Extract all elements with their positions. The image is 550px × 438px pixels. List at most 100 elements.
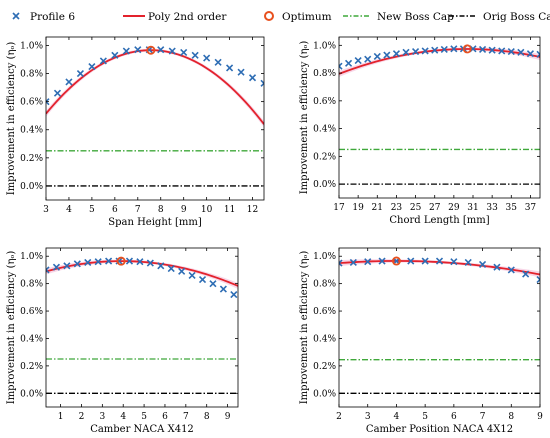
- x-tick-label: 37: [525, 203, 537, 213]
- profile-6-point: [412, 48, 420, 56]
- x-marker-stroke: [479, 45, 487, 54]
- x-tick-label: 3: [365, 412, 371, 422]
- profile-6-point: [209, 280, 217, 288]
- profile-6-point: [167, 264, 175, 273]
- x-marker-stroke: [440, 45, 448, 54]
- y-tick-label: 1.0%: [313, 41, 336, 51]
- x-tick-label: 5: [422, 412, 428, 422]
- x-marker-stroke: [536, 275, 540, 281]
- profile-6-point: [364, 55, 372, 63]
- y-tick-label: 1.0%: [20, 252, 43, 262]
- legend-x-marker: [12, 12, 20, 20]
- x-tick-label: 23: [391, 203, 403, 213]
- x-marker-stroke: [209, 280, 217, 288]
- x-marker-stroke: [53, 89, 62, 97]
- x-marker-stroke: [146, 259, 154, 267]
- x-marker-stroke: [464, 258, 472, 266]
- x-marker-stroke: [125, 257, 134, 265]
- x-marker-stroke: [493, 263, 501, 271]
- y-axis-label: Improvement in efficiency (ηₒ): [6, 251, 17, 405]
- x-marker-stroke: [111, 51, 119, 59]
- x-marker-stroke: [88, 62, 96, 71]
- profile-6-point: [230, 291, 238, 299]
- poly-fit-line: [339, 48, 540, 75]
- profile-6-point: [349, 258, 357, 266]
- x-axis-label: Span Height [mm]: [108, 217, 202, 228]
- chart-panel-4: 2 3 4 5 6 7 8 9 0.0% 0.2% 0.4% 0.6% 0.8% 1.0% Camber P…: [299, 247, 543, 435]
- profile-6-point: [65, 78, 73, 86]
- x-tick-label: 10: [201, 205, 213, 215]
- profile-6-point: [73, 260, 81, 268]
- y-tick-label: 1.0%: [313, 252, 336, 262]
- profile-6-point: [178, 267, 186, 275]
- x-marker-stroke: [52, 263, 61, 271]
- x-marker-stroke: [260, 79, 264, 85]
- y-tick-label: 0.4%: [313, 334, 336, 344]
- x-marker-stroke: [421, 257, 429, 265]
- profile-6-markers: [46, 257, 238, 299]
- y-tick-label: 0.4%: [313, 125, 336, 135]
- optimum-point: [146, 45, 156, 55]
- x-marker-stroke: [230, 291, 238, 299]
- x-tick-label: 8: [508, 412, 514, 422]
- optimum-point: [391, 256, 401, 266]
- profile-6-point: [94, 258, 102, 266]
- x-marker-stroke: [134, 46, 142, 54]
- x-tick-label: 9: [181, 205, 187, 215]
- x-marker-stroke: [431, 46, 439, 54]
- x-marker-stroke: [76, 69, 84, 78]
- poly-fit-line: [46, 49, 264, 125]
- profile-6-point: [99, 57, 107, 65]
- profile-6-point: [373, 52, 381, 60]
- x-marker-stroke: [354, 57, 362, 65]
- profile-6-point: [157, 262, 165, 270]
- profile-6-point: [526, 50, 534, 58]
- x-marker-stroke: [364, 258, 372, 266]
- y-tick-label: 1.0%: [20, 41, 43, 51]
- x-marker-stroke: [479, 260, 487, 269]
- profile-6-point: [440, 45, 448, 54]
- chart-panels: 3 4 5 6 7 8 9 10 11 120.0%0.2%0.4%0.6%0.8%1.0%Spa…: [6, 36, 543, 435]
- x-tick-label: 9: [537, 412, 543, 422]
- profile-6-markers: [46, 46, 264, 106]
- profile-6-point: [421, 47, 429, 55]
- x-marker-stroke: [407, 257, 415, 265]
- profile-6-point: [402, 48, 410, 56]
- legend-label: Profile 6: [30, 11, 75, 23]
- y-tick-label: 0.2%: [20, 154, 43, 164]
- profile-6-point: [53, 89, 62, 97]
- profile-6-point: [134, 46, 142, 54]
- x-marker-stroke: [191, 51, 199, 59]
- x-marker-stroke: [94, 258, 102, 266]
- x-marker-stroke: [136, 258, 144, 266]
- x-marker-stroke: [383, 51, 391, 59]
- y-tick-label: 0.8%: [20, 70, 43, 80]
- x-marker-stroke: [402, 48, 410, 56]
- profile-6-point: [479, 45, 487, 54]
- y-axis-label: Improvement in efficiency (ηₒ): [299, 251, 310, 405]
- optimum-point: [116, 256, 126, 266]
- y-tick-label: 0.6%: [313, 307, 336, 317]
- x-tick-label: 7: [135, 205, 141, 215]
- x-tick-label: 6: [451, 412, 457, 422]
- profile-6-point: [378, 257, 386, 265]
- x-marker-stroke: [488, 46, 496, 54]
- x-marker-stroke: [526, 50, 534, 58]
- axes-frame: [338, 247, 541, 408]
- x-marker-stroke: [339, 259, 343, 265]
- profile-6-point: [237, 68, 245, 76]
- profile-6-point: [168, 47, 176, 55]
- chart-panel-1: 3 4 5 6 7 8 9 10 11 12 0.0% 0.2% 0.4% 0.6% 0.8% 1.0% Spa…: [6, 36, 265, 228]
- plot-area: [339, 45, 540, 185]
- profile-6-point: [180, 48, 188, 57]
- y-tick-label: 0.6%: [313, 97, 336, 107]
- plot-area: [46, 257, 238, 394]
- x-tick-label: 33: [486, 203, 498, 213]
- x-tick-label: 7: [480, 412, 486, 422]
- profile-6-markers: [339, 45, 540, 70]
- axes-frame: [338, 36, 541, 199]
- y-axis-label: Improvement in efficiency (ηₒ): [6, 42, 17, 196]
- x-marker-stroke: [167, 264, 175, 273]
- profile-6-point: [146, 259, 154, 267]
- profile-6-point: [339, 259, 343, 267]
